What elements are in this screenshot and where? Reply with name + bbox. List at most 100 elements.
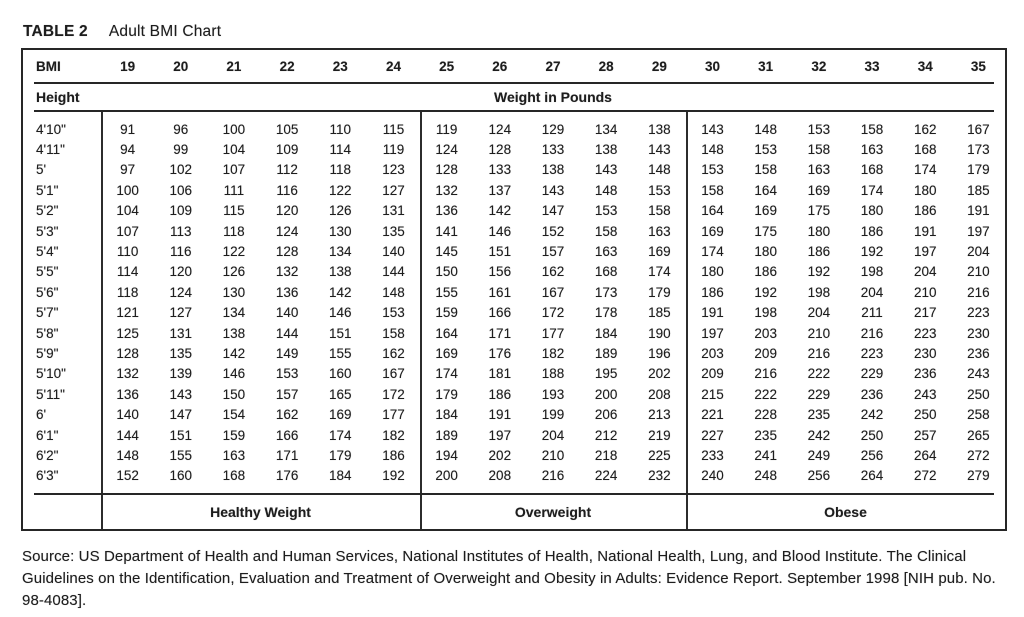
weight-cell: 177 (382, 407, 405, 423)
weight-cell: 94 (120, 142, 136, 158)
table-row: 5'11" 136 143 150 157 165 172 179 186 193 200 208 21… (23, 384, 1005, 404)
weight-cell: 158 (594, 223, 618, 239)
weight-cell: 184 (329, 468, 352, 484)
weight-cell: 171 (275, 447, 299, 463)
weight-cell: 132 (116, 366, 139, 382)
weight-cell: 175 (807, 203, 831, 219)
weight-cell: 153 (754, 142, 777, 158)
weight-cell: 115 (223, 203, 245, 219)
weight-cell: 135 (169, 345, 193, 361)
weight-cell: 240 (701, 468, 724, 484)
weight-cell: 223 (913, 325, 937, 341)
weight-cell: 144 (116, 427, 139, 443)
weight-cell: 153 (701, 162, 724, 178)
weight-cell: 157 (541, 244, 565, 260)
weight-cell: 222 (807, 366, 831, 382)
weight-cell: 169 (754, 203, 777, 219)
weight-cell: 216 (967, 284, 990, 300)
table-row: 5'5" 114 120 126 132 138 144 150 156 162 168 174 180… (23, 262, 1005, 282)
weight-cell: 163 (807, 162, 831, 178)
weight-cell: 138 (648, 121, 671, 137)
weight-cell: 124 (275, 223, 299, 239)
weight-cell: 250 (967, 386, 990, 402)
weight-cell: 223 (967, 305, 990, 321)
weight-cell: 133 (488, 162, 512, 178)
weight-cell: 91 (120, 121, 136, 137)
weight-cell: 256 (807, 468, 831, 484)
weight-cell: 169 (701, 223, 724, 239)
weight-cell: 186 (807, 244, 831, 260)
weight-cell: 192 (860, 244, 884, 260)
weight-cell: 203 (754, 325, 777, 341)
weight-cell: 159 (222, 427, 246, 443)
weight-cell: 198 (754, 305, 777, 321)
weight-cell: 172 (382, 386, 405, 402)
weight-cell: 162 (382, 345, 405, 361)
weight-cell: 139 (169, 366, 193, 382)
weight-cell: 164 (754, 182, 777, 198)
height-cell: 5'4" (36, 244, 59, 260)
weight-cell: 197 (701, 325, 724, 341)
table-row: 5'10" 132 139 146 153 160 167 174 181 188 195 202 20… (23, 364, 1005, 384)
weight-cell: 202 (488, 447, 512, 463)
weight-cell: 120 (169, 264, 193, 280)
weight-header-label: Weight in Pounds (494, 89, 612, 105)
weight-cell: 194 (435, 447, 458, 463)
weight-cell: 242 (860, 407, 884, 423)
bmi-header-row: BMI 19 20 21 22 23 24 25 26 27 28 29 30 31 32 33 34 35 (23, 50, 1005, 82)
weight-cell: 169 (435, 345, 458, 361)
weight-cell: 112 (276, 162, 298, 178)
column-divider (420, 112, 423, 494)
weight-cell: 196 (648, 345, 671, 361)
weight-cell: 109 (275, 142, 299, 158)
weight-cell: 162 (913, 121, 937, 137)
weight-cell: 151 (488, 244, 512, 260)
weight-cell: 118 (329, 162, 352, 178)
height-cell: 5' (36, 162, 47, 178)
weight-cell: 142 (329, 284, 352, 300)
weight-cell: 158 (860, 121, 884, 137)
weight-cell: 122 (222, 244, 246, 260)
weight-cell: 212 (594, 427, 618, 443)
weight-cell: 156 (488, 264, 512, 280)
column-divider (420, 495, 423, 530)
weight-cell: 118 (223, 223, 245, 239)
weight-cell: 96 (173, 121, 189, 137)
weight-cell: 146 (488, 223, 512, 239)
table-row: 5'4" 110 116 122 128 134 140 145 151 157 163 169 174… (23, 241, 1005, 261)
table-row: 6'2" 148 155 163 171 179 186 194 202 210 218 225 233… (23, 445, 1005, 465)
weight-cell: 180 (754, 244, 777, 260)
weight-cell: 151 (329, 325, 352, 341)
weight-cell: 242 (807, 427, 831, 443)
height-cell: 5'2" (36, 203, 59, 219)
weight-cell: 124 (488, 121, 512, 137)
weight-cell: 216 (807, 345, 831, 361)
weight-cell: 171 (488, 325, 512, 341)
weight-cell: 143 (648, 142, 671, 158)
weight-cell: 127 (382, 182, 405, 198)
weight-cell: 175 (754, 223, 777, 239)
weight-cell: 153 (382, 305, 405, 321)
weight-cell: 148 (754, 121, 777, 137)
weight-cell: 174 (435, 366, 458, 382)
weight-cell: 147 (169, 407, 193, 423)
weight-cell: 204 (807, 305, 831, 321)
weight-cell: 99 (173, 142, 189, 158)
weight-cell: 229 (807, 386, 831, 402)
weight-cell: 167 (967, 121, 990, 137)
weight-cell: 107 (116, 223, 139, 239)
weight-cell: 124 (169, 284, 193, 300)
table-row: 6' 140 147 154 162 169 177 184 191 199 206 213 221 22… (23, 404, 1005, 424)
weight-cell: 151 (169, 427, 193, 443)
weight-cell: 132 (275, 264, 299, 280)
weight-cell: 179 (967, 162, 990, 178)
weight-cell: 141 (435, 223, 458, 239)
weight-cell: 221 (701, 407, 724, 423)
weight-cell: 167 (382, 366, 405, 382)
weight-cell: 136 (116, 386, 139, 402)
height-cell: 5'3" (36, 223, 59, 239)
weight-cell: 224 (594, 468, 618, 484)
weight-cell: 243 (913, 386, 937, 402)
weight-cell: 142 (488, 203, 512, 219)
weight-cell: 140 (275, 305, 299, 321)
